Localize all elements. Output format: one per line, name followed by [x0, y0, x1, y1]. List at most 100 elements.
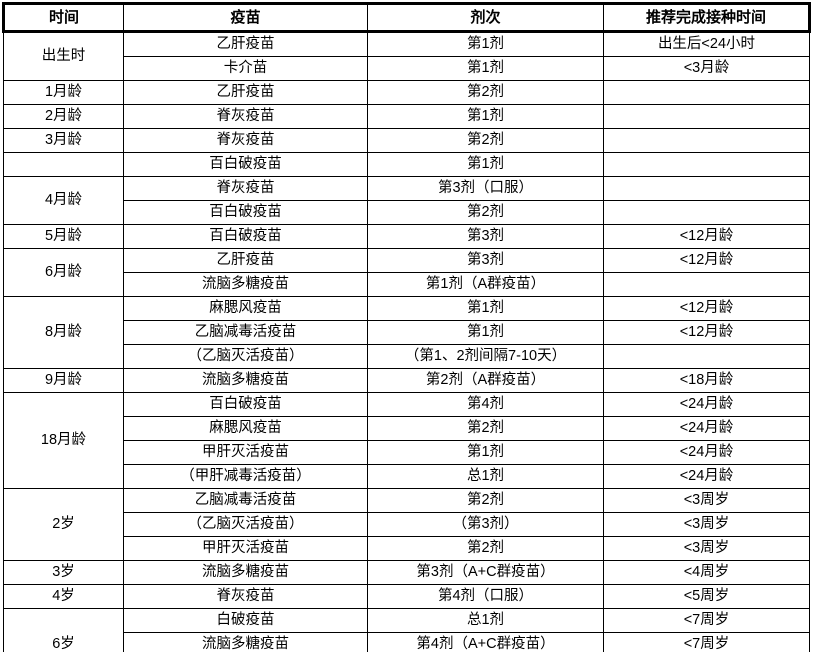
cell-time: 6月龄: [3, 248, 124, 297]
column-header-time: 时间: [2, 2, 124, 33]
cell-dose: 总1剂: [367, 608, 604, 633]
cell-time: 3岁: [3, 560, 124, 585]
table-row: 流脑多糖疫苗 第4剂（A+C群疫苗） <7周岁: [4, 632, 810, 652]
cell-dose: 第1剂: [367, 31, 604, 57]
cell-vaccine: 甲肝灭活疫苗: [123, 440, 368, 465]
cell-vaccine: 白破疫苗: [123, 608, 368, 633]
cell-vaccine: 流脑多糖疫苗: [123, 632, 368, 652]
cell-dose: 第4剂（口服）: [367, 584, 604, 609]
table-row: 9月龄 流脑多糖疫苗 第2剂（A群疫苗） <18月龄: [3, 368, 810, 393]
cell-when: <24月龄: [603, 440, 810, 465]
cell-vaccine: 脊灰疫苗: [123, 176, 368, 201]
table-row: （乙脑灭活疫苗） （第3剂） <3周岁: [4, 512, 810, 537]
table-row: （乙脑灭活疫苗） （第1、2剂间隔7-10天）: [4, 344, 810, 369]
cell-when: [603, 80, 810, 105]
cell-vaccine: 麻腮风疫苗: [123, 416, 368, 441]
cell-when: <24月龄: [603, 392, 810, 417]
cell-vaccine: 脊灰疫苗: [123, 104, 368, 129]
cell-vaccine: 百白破疫苗: [123, 224, 368, 249]
cell-time: 5月龄: [3, 224, 124, 249]
cell-vaccine: 乙脑减毒活疫苗: [123, 320, 368, 345]
cell-when: [603, 176, 810, 201]
cell-dose: 第2剂（A群疫苗）: [367, 368, 604, 393]
cell-time: 2月龄: [3, 104, 124, 129]
cell-when: [603, 128, 810, 153]
cell-when: <18月龄: [603, 368, 810, 393]
cell-dose: 第2剂: [367, 488, 604, 513]
cell-dose: 第1剂: [367, 440, 604, 465]
cell-vaccine: 流脑多糖疫苗: [123, 560, 368, 585]
table-row: 百白破疫苗 第2剂: [4, 200, 810, 225]
cell-when: <5周岁: [603, 584, 810, 609]
table-row: 麻腮风疫苗 第2剂 <24月龄: [4, 416, 810, 441]
table-row: 1月龄 乙肝疫苗 第2剂: [3, 80, 810, 105]
table-row: 3岁 流脑多糖疫苗 第3剂（A+C群疫苗） <4周岁: [3, 560, 810, 585]
table-header: 时间 疫苗 剂次 推荐完成接种时间: [2, 2, 811, 33]
cell-time: 4月龄: [3, 176, 124, 225]
cell-dose: 第3剂（A+C群疫苗）: [367, 560, 604, 585]
cell-vaccine: 乙脑减毒活疫苗: [123, 488, 368, 513]
cell-dose: 第2剂: [367, 416, 604, 441]
cell-vaccine: 百白破疫苗: [123, 152, 368, 177]
cell-when: <7周岁: [603, 632, 810, 652]
table-row: 6岁 白破疫苗 总1剂 <7周岁: [3, 608, 810, 652]
cell-dose: 第1剂: [367, 296, 604, 321]
cell-when: <12月龄: [603, 320, 810, 345]
cell-vaccine: 乙肝疫苗: [123, 80, 368, 105]
cell-dose: 第1剂: [367, 56, 604, 81]
table-row: 5月龄 百白破疫苗 第3剂 <12月龄: [3, 224, 810, 249]
cell-when: [603, 200, 810, 225]
table-row: 4岁 脊灰疫苗 第4剂（口服） <5周岁: [3, 584, 810, 609]
cell-vaccine: （乙脑灭活疫苗）: [123, 512, 368, 537]
cell-dose: 第1剂: [367, 104, 604, 129]
cell-time: 9月龄: [3, 368, 124, 393]
header-row: 时间 疫苗 剂次 推荐完成接种时间: [2, 2, 811, 33]
cell-vaccine: （甲肝减毒活疫苗）: [123, 464, 368, 489]
table-body: 出生时 乙肝疫苗 第1剂 出生后<24小时 卡介苗 第1剂 <3月龄 1月龄 乙肝疫苗 第2剂 2月…: [3, 31, 810, 652]
table-row: 6月龄 乙肝疫苗 第3剂 <12月龄: [3, 248, 810, 297]
table-row: 百白破疫苗 第1剂: [3, 152, 810, 177]
cell-vaccine: 脊灰疫苗: [123, 128, 368, 153]
cell-when: <12月龄: [603, 296, 810, 321]
cell-when: 出生后<24小时: [603, 31, 810, 57]
cell-when: <24月龄: [603, 464, 810, 489]
cell-time: 8月龄: [3, 296, 124, 369]
cell-vaccine: 麻腮风疫苗: [123, 296, 368, 321]
cell-vaccine: 百白破疫苗: [123, 392, 368, 417]
cell-time: 18月龄: [3, 392, 124, 489]
table-row: 4月龄 脊灰疫苗 第3剂（口服）: [3, 176, 810, 225]
table-row: 流脑多糖疫苗 第1剂（A群疫苗）: [4, 272, 810, 297]
cell-vaccine: 流脑多糖疫苗: [123, 272, 368, 297]
cell-when: <24月龄: [603, 416, 810, 441]
table-row: （甲肝减毒活疫苗） 总1剂 <24月龄: [4, 464, 810, 489]
cell-vaccine: 脊灰疫苗: [123, 584, 368, 609]
cell-when: <3周岁: [603, 488, 810, 513]
cell-vaccine: 流脑多糖疫苗: [123, 368, 368, 393]
table-row: 2月龄 脊灰疫苗 第1剂: [3, 104, 810, 129]
table-row: 出生时 乙肝疫苗 第1剂 出生后<24小时: [3, 31, 810, 81]
cell-dose: 第2剂: [367, 80, 604, 105]
cell-dose: 第3剂: [367, 224, 604, 249]
cell-when: <7周岁: [603, 608, 810, 633]
cell-dose: 第1剂: [367, 320, 604, 345]
cell-dose: （第1、2剂间隔7-10天）: [367, 344, 604, 369]
cell-time: 3月龄: [3, 128, 124, 153]
cell-vaccine: 卡介苗: [123, 56, 368, 81]
table-row: 卡介苗 第1剂 <3月龄: [4, 56, 810, 81]
cell-when: <3周岁: [603, 536, 810, 561]
table-row: 乙脑减毒活疫苗 第1剂 <12月龄: [4, 320, 810, 345]
cell-vaccine: 乙肝疫苗: [123, 31, 368, 57]
cell-dose: 第3剂（口服）: [367, 176, 604, 201]
cell-time: 4岁: [3, 584, 124, 609]
cell-vaccine: 乙肝疫苗: [123, 248, 368, 273]
cell-when: [603, 344, 810, 369]
cell-when: <3周岁: [603, 512, 810, 537]
cell-vaccine: 百白破疫苗: [123, 200, 368, 225]
cell-dose: 第3剂: [367, 248, 604, 273]
cell-vaccine: （乙脑灭活疫苗）: [123, 344, 368, 369]
cell-vaccine: 甲肝灭活疫苗: [123, 536, 368, 561]
cell-dose: 第1剂: [367, 152, 604, 177]
cell-when: [603, 152, 810, 177]
